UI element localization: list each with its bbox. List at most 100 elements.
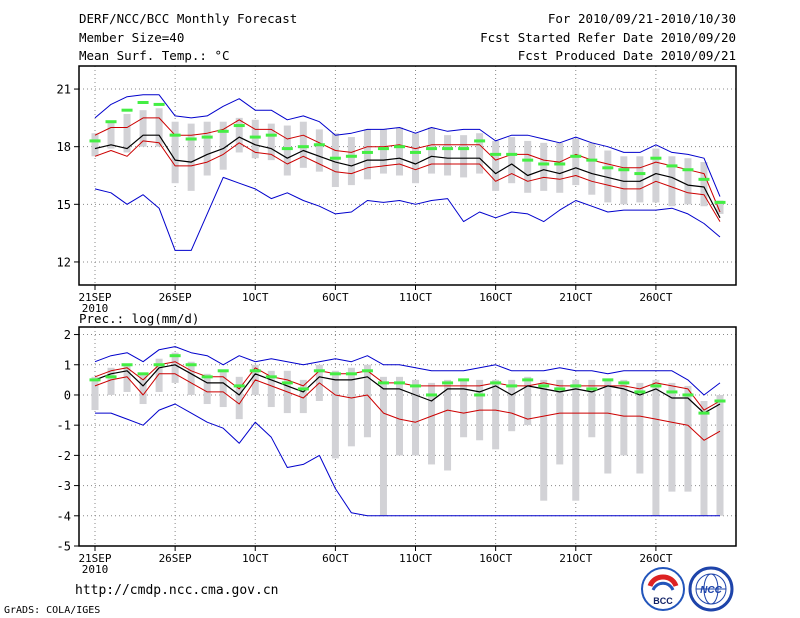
panel1-obs-marker [153, 102, 165, 106]
panel2-spread-box [347, 367, 355, 447]
panel2-obs-marker [666, 390, 678, 394]
panel2-spread-box [91, 376, 99, 411]
panel1-spread-box [203, 121, 211, 176]
panel1-spread-box [235, 117, 243, 153]
panel2-obs-marker [137, 372, 149, 376]
panel1-spread-box [636, 156, 644, 203]
panel1-spread-box [395, 127, 403, 176]
panel1-obs-marker [666, 164, 678, 168]
panel2-obs-marker [297, 387, 309, 391]
forecast-period-label: For 2010/09/21-2010/10/30 [547, 11, 736, 26]
panel2-spread-box [588, 379, 596, 438]
panel2-spread-box [267, 370, 275, 408]
panel1-spread-box [716, 200, 724, 214]
panel1-xtick-label: 21OCT [559, 291, 592, 304]
panel1-ytick-label: 15 [57, 198, 71, 212]
panel2-spread-box [716, 394, 724, 516]
panel1-obs-marker [538, 162, 550, 166]
panel1-xtick-label: 21SEP [78, 291, 111, 304]
panel1-obs-marker [377, 147, 389, 151]
panel1-ytick-label: 21 [57, 83, 71, 97]
panel1-spread-box [620, 156, 628, 205]
panel1-obs-marker [137, 101, 149, 104]
panel1-obs-marker [297, 145, 309, 149]
panel2-obs-marker [698, 411, 710, 415]
panel2-obs-marker [345, 372, 357, 376]
panel2-obs-marker [634, 390, 646, 394]
panel2-ytick-label: -3 [57, 479, 71, 493]
panel2-spread-box [572, 379, 580, 501]
panel2-obs-marker [201, 375, 213, 379]
panel1-spread-box [492, 140, 500, 191]
panel2-obs-marker [105, 375, 117, 379]
panel2-max-line [94, 346, 721, 396]
panel2-spread-box [444, 379, 452, 471]
panel2-spread-box [331, 370, 339, 459]
panel1-obs-marker [313, 143, 325, 147]
panel2-frame [78, 326, 737, 547]
panel2-ytick-label: -2 [57, 449, 71, 463]
panel1-xtick-label: 11OCT [399, 291, 432, 304]
panel1-min-line [94, 176, 721, 251]
footer-url: http://cmdp.ncc.cma.gov.cn [75, 583, 279, 598]
panel1-xtick-label: 16OCT [479, 291, 512, 304]
panel1-obs-marker [458, 147, 470, 151]
panel2-spread-box [379, 376, 387, 516]
panel1-spread-box [299, 121, 307, 168]
panel2-obs-marker [586, 387, 598, 391]
panel1-spread-box [187, 123, 195, 191]
panel1-obs-marker [554, 162, 566, 166]
panel1-xtick-label: 26SEP [159, 291, 192, 304]
panel1-spread-box [139, 110, 147, 147]
panel2-spread-box [299, 379, 307, 414]
panel2-spread-box [668, 382, 676, 492]
panel1-obs-marker [281, 147, 293, 151]
panel1-obs-marker [393, 145, 405, 149]
panel1-obs-marker [698, 177, 710, 181]
panel1-obs-marker [634, 172, 646, 176]
panel2-obs-marker [714, 399, 726, 403]
panel1-obs-marker [570, 154, 582, 158]
panel2-obs-marker [426, 393, 438, 397]
panel2-spread-box [700, 401, 708, 516]
panel2-spread-box [107, 367, 115, 395]
panel1-obs-marker [618, 168, 630, 172]
panel1-upper-line [94, 117, 721, 213]
panel2-xtick-label: 16OCT [479, 552, 512, 565]
panel1-spread-box [524, 140, 532, 193]
panel2-obs-marker [217, 369, 229, 373]
panel2-spread-box [235, 376, 243, 420]
panel2-spread-box [219, 370, 227, 408]
panel2-xtick-label: 1OCT [242, 552, 269, 565]
panel1-spread-box [540, 142, 548, 191]
panel2-obs-marker [233, 384, 245, 388]
panel2-ytick-label: -1 [57, 419, 71, 433]
panel2-spread-box [139, 373, 147, 405]
panel2-obs-marker [329, 372, 341, 376]
panel1-spread-box [379, 129, 387, 174]
panel1-obs-marker [217, 129, 229, 133]
panel1-spread-box [556, 142, 564, 193]
panel1-xtick-label: 1OCT [242, 291, 269, 304]
panel1-spread-box [508, 137, 516, 184]
panel1-spread-box [91, 133, 99, 157]
panel1-obs-marker [361, 150, 373, 154]
panel1-lower-line [94, 140, 721, 222]
panel2-lower-line [94, 373, 721, 441]
panel1-obs-marker [474, 139, 486, 143]
panel2-obs-marker [281, 381, 293, 385]
panel2-xtick-label: 11OCT [399, 552, 432, 565]
panel1-frame [78, 65, 737, 286]
panel1-spread-box [460, 135, 468, 178]
grads-credit: GrADS: COLA/IGES [4, 605, 101, 616]
panel2-spread-box [187, 361, 195, 395]
panel1-obs-marker [329, 156, 341, 160]
panel2-spread-box [524, 376, 532, 426]
panel2-ytick-label: -5 [57, 540, 71, 554]
panel1-ytick-label: 12 [57, 255, 71, 269]
panel2-spread-box [123, 364, 131, 392]
panel2-obs-marker [361, 369, 373, 373]
panel2-spread-box [604, 379, 612, 474]
panel1-obs-marker [249, 135, 261, 139]
panel1-obs-marker [201, 135, 213, 139]
